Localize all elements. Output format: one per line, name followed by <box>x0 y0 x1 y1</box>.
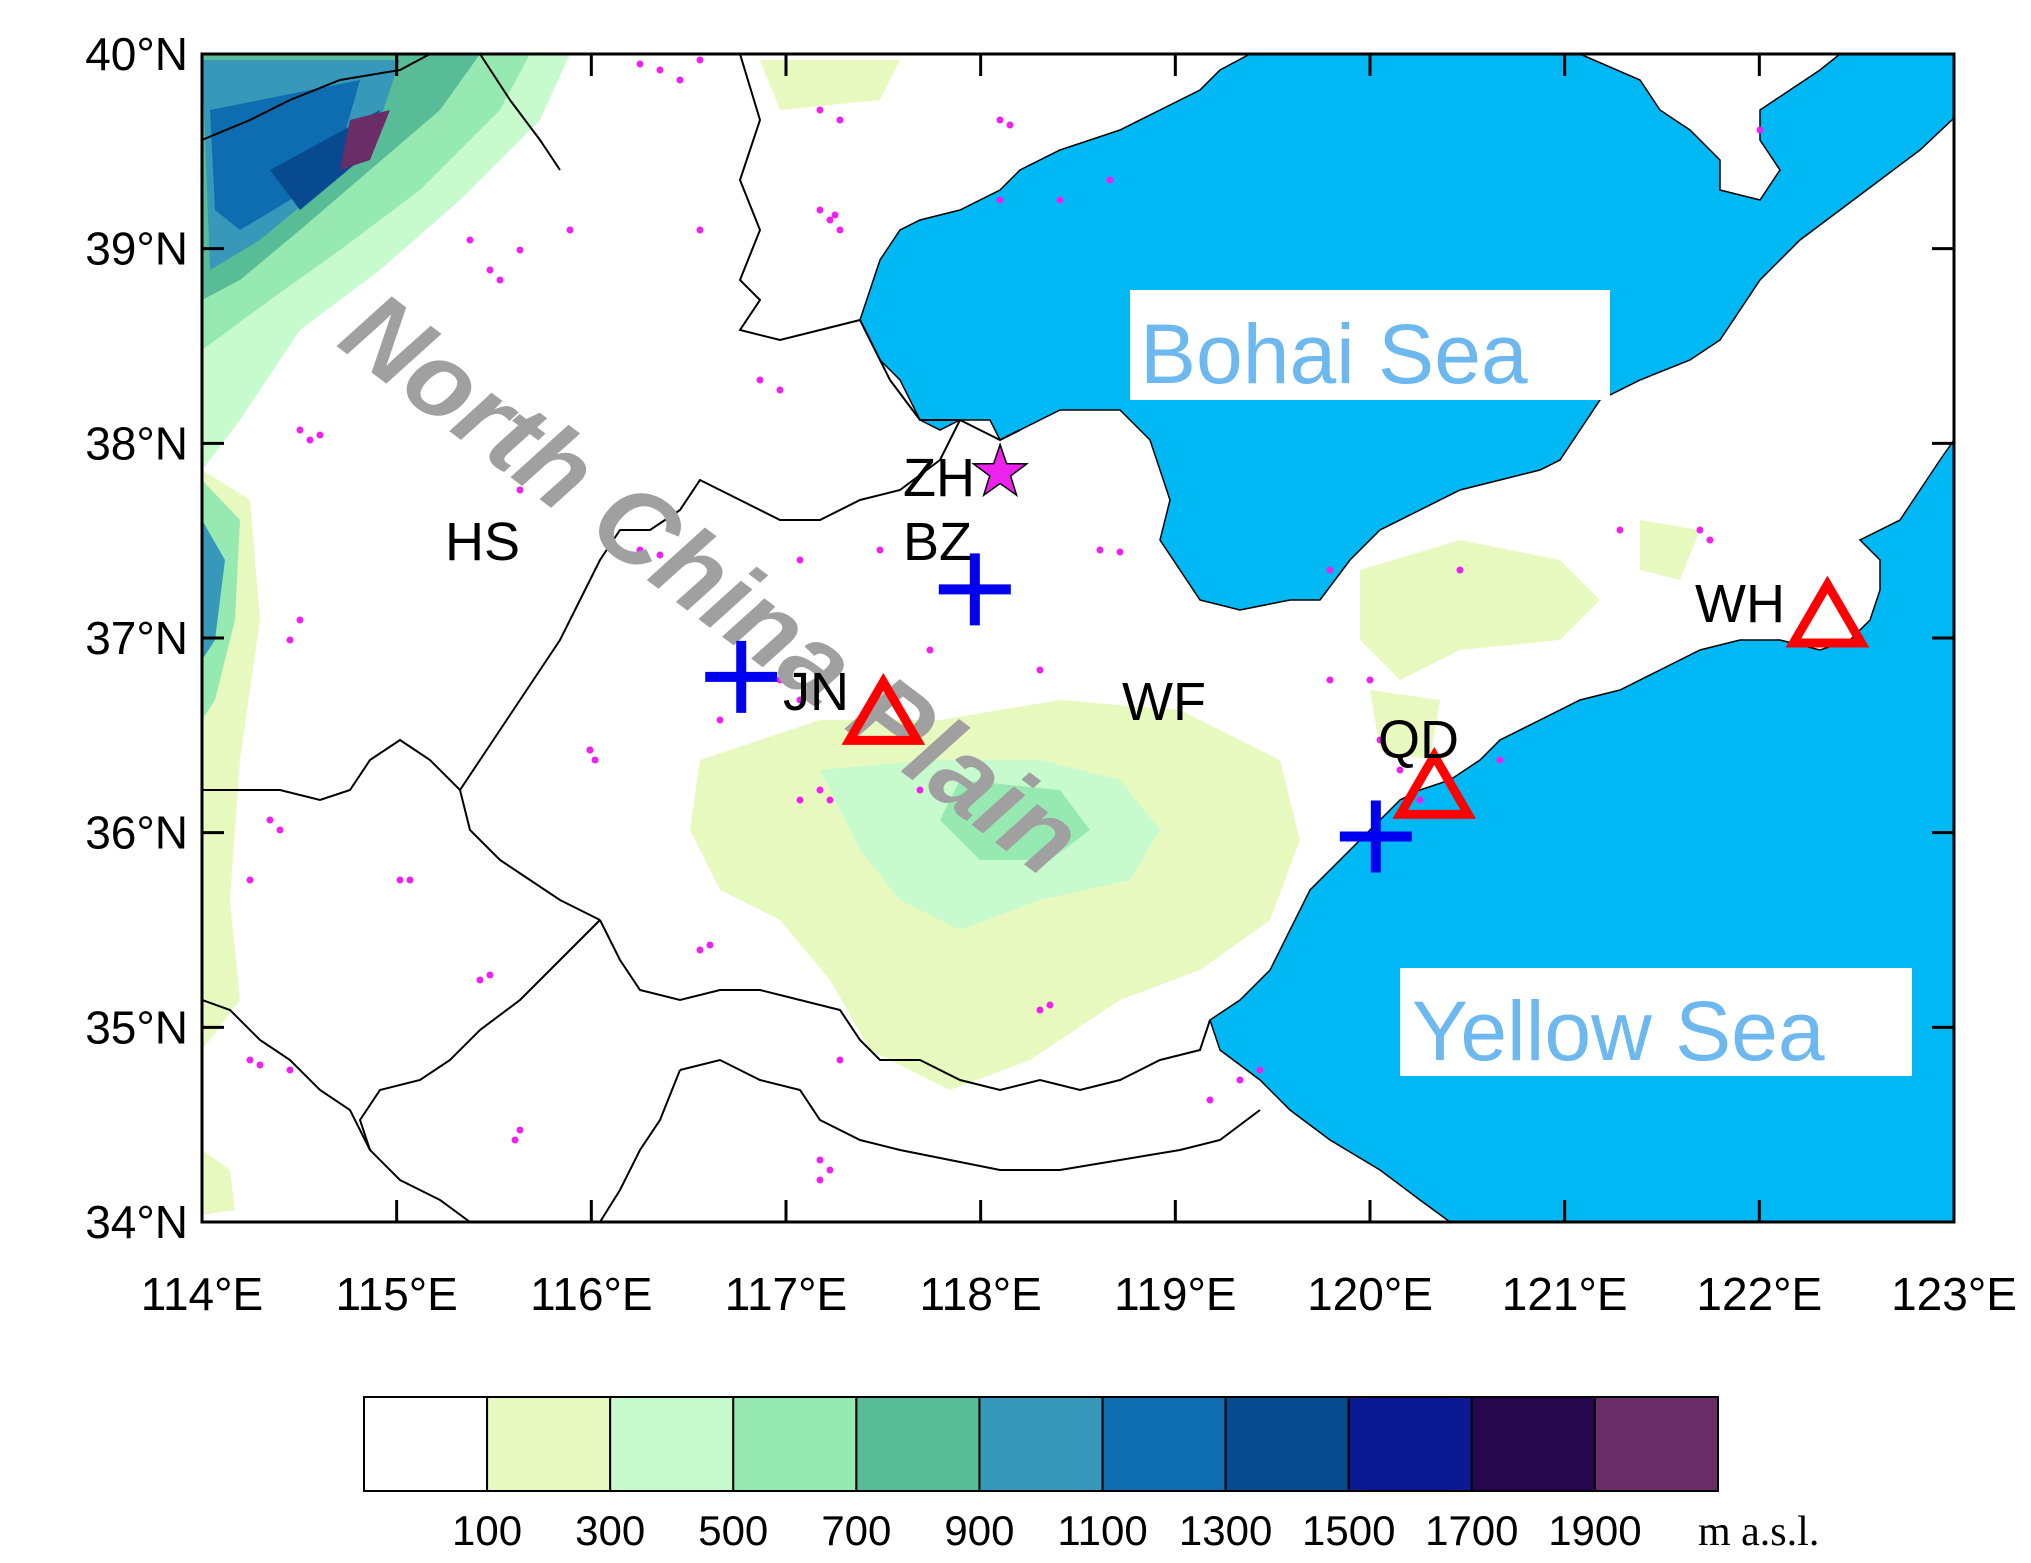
site-marker-bz-plus <box>938 553 1011 626</box>
colorbar-label: 700 <box>821 1507 891 1554</box>
site-label-wf: WF <box>1122 672 1206 732</box>
lon-label: 118°E <box>919 1268 1041 1320</box>
map-panel <box>202 54 1954 1222</box>
latitude-labels: 40°N 39°N 38°N 37°N 36°N 35°N 34°N <box>85 28 188 1248</box>
colorbar-swatch <box>978 1396 1104 1492</box>
lat-label: 38°N <box>85 417 188 469</box>
colorbar-label: 900 <box>944 1507 1014 1554</box>
colorbar-label: 1100 <box>1057 1507 1147 1554</box>
colorbar-label: 1500 <box>1302 1507 1395 1554</box>
bohai-sea-label-box <box>1130 290 1610 400</box>
colorbar-label: 500 <box>698 1507 768 1554</box>
axis-ticks <box>200 52 1956 1224</box>
site-label-bz: BZ <box>903 512 972 572</box>
lon-label: 117°E <box>725 1268 847 1320</box>
lon-label: 115°E <box>335 1268 457 1320</box>
lon-label: 116°E <box>530 1268 652 1320</box>
colorbar-swatch <box>1101 1396 1227 1492</box>
site-label-zh: ZH <box>903 448 975 508</box>
colorbar-label: 100 <box>452 1507 522 1554</box>
lat-label: 35°N <box>85 1001 188 1053</box>
colorbar-swatch <box>1593 1396 1719 1492</box>
colorbar-swatch <box>486 1396 612 1492</box>
bohai-sea-upper <box>1579 54 1842 201</box>
lon-label: 120°E <box>1307 1268 1433 1320</box>
lat-label: 39°N <box>85 223 188 275</box>
site-marker-wh-triangle <box>1785 575 1870 648</box>
site-markers <box>705 442 1870 873</box>
lon-label: 122°E <box>1696 1268 1822 1320</box>
terrain-shading <box>202 54 1760 1215</box>
lon-label: 119°E <box>1114 1268 1236 1320</box>
site-marker-jn-triangle <box>841 672 926 745</box>
yellow-sea <box>1209 118 1954 1222</box>
yellow-sea-label-box <box>1400 968 1912 1076</box>
colorbar-label: 300 <box>575 1507 645 1554</box>
site-marker-jn-plus <box>705 640 778 713</box>
site-marker-qd-plus <box>1339 800 1412 873</box>
bohai-sea-label: Bohai Sea <box>1140 307 1528 401</box>
site-marker-qd-triangle <box>1392 746 1477 819</box>
site-marker-zh-star <box>971 442 1030 498</box>
colorbar-label: 1300 <box>1179 1507 1272 1554</box>
colorbar-swatch <box>1224 1396 1350 1492</box>
province-borders <box>202 54 1261 1222</box>
lat-label: 40°N <box>85 28 188 80</box>
lon-label: 114°E <box>141 1268 263 1320</box>
elevation-colorbar: 100 300 500 700 900 1100 1300 1500 1700 1900 <box>363 1396 1719 1554</box>
lon-label: 121°E <box>1502 1268 1628 1320</box>
colorbar-label: 1700 <box>1425 1507 1518 1554</box>
lat-label: 34°N <box>85 1196 188 1248</box>
lat-label: 37°N <box>85 612 188 664</box>
site-label-jn: JN <box>783 662 849 722</box>
lon-label: 123°E <box>1891 1268 2017 1320</box>
lat-label: 36°N <box>85 807 188 859</box>
colorbar-swatch <box>732 1396 858 1492</box>
population-points <box>202 56 1764 1184</box>
colorbar-unit: m a.s.l. <box>1698 1509 1819 1555</box>
colorbar-label: 1900 <box>1548 1507 1641 1554</box>
colorbar-swatch <box>609 1396 735 1492</box>
site-label-qd: QD <box>1378 710 1459 770</box>
site-label-wh: WH <box>1695 574 1785 634</box>
site-label-hs: HS <box>445 512 520 572</box>
colorbar-swatch <box>363 1396 489 1492</box>
colorbar-swatch <box>855 1396 981 1492</box>
colorbar-swatch <box>1347 1396 1473 1492</box>
yellow-sea-label: Yellow Sea <box>1412 984 1825 1078</box>
longitude-labels: 114°E 115°E 116°E 117°E 118°E 119°E 120°E 121°E… <box>141 1268 2017 1320</box>
colorbar-swatch <box>1470 1396 1596 1492</box>
